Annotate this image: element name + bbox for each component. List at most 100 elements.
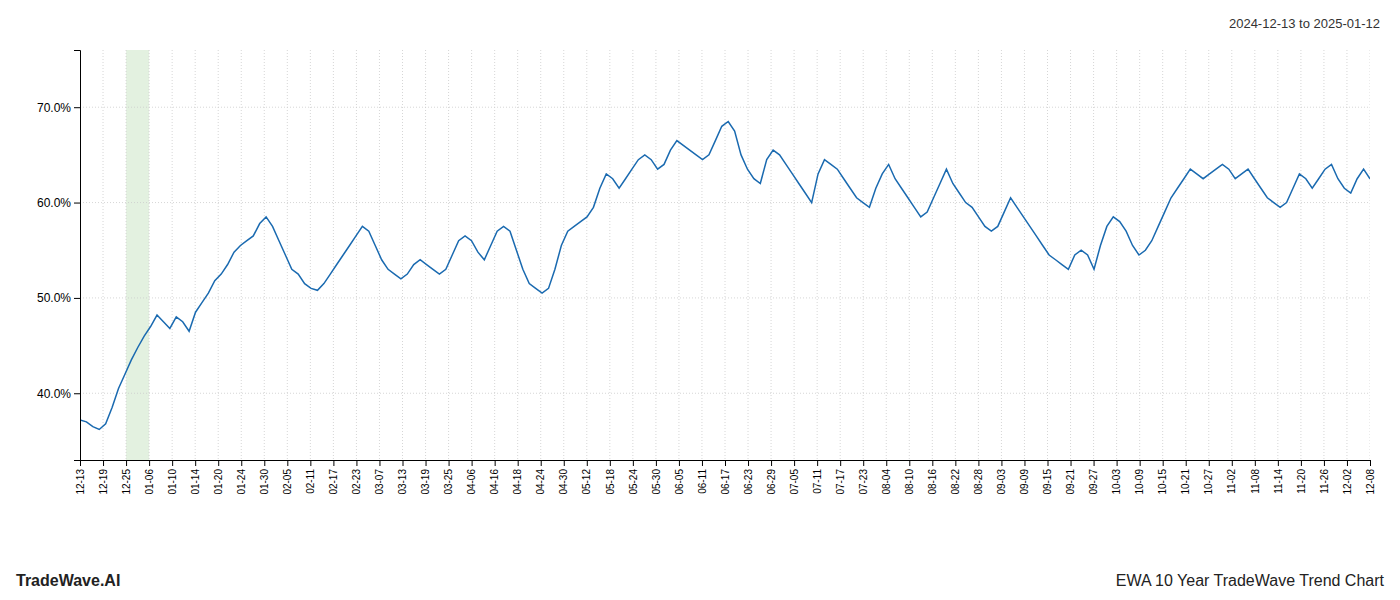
x-tick: 09-21 bbox=[1065, 460, 1076, 495]
x-tick-label: 02-23 bbox=[351, 469, 362, 495]
x-tick-label: 08-04 bbox=[881, 469, 892, 495]
grid-line-x bbox=[1254, 50, 1255, 460]
x-tick-mark bbox=[679, 460, 680, 466]
x-tick: 12-19 bbox=[98, 460, 109, 495]
x-tick: 09-09 bbox=[1019, 460, 1030, 495]
x-tick-label: 08-28 bbox=[973, 469, 984, 495]
grid-line-x bbox=[1162, 50, 1163, 460]
grid-line-x bbox=[448, 50, 449, 460]
x-tick-mark bbox=[264, 460, 265, 466]
x-tick-mark bbox=[195, 460, 196, 466]
x-tick: 07-11 bbox=[812, 460, 823, 494]
y-axis-line bbox=[74, 51, 81, 461]
y-tick: 40.0% bbox=[37, 387, 80, 401]
x-tick: 10-15 bbox=[1157, 460, 1168, 495]
y-tick: 60.0% bbox=[37, 196, 80, 210]
x-tick-mark bbox=[310, 460, 311, 466]
x-tick-mark bbox=[541, 460, 542, 466]
x-tick: 07-17 bbox=[835, 460, 846, 495]
x-tick-mark bbox=[1324, 460, 1325, 466]
x-tick-mark bbox=[794, 460, 795, 466]
x-tick-label: 03-19 bbox=[420, 469, 431, 495]
x-tick-label: 01-30 bbox=[259, 469, 270, 495]
x-tick-label: 10-15 bbox=[1157, 469, 1168, 495]
plot-area: 12-1312-1912-2501-0601-1001-1401-2001-24… bbox=[37, 50, 1376, 495]
grid-line-x bbox=[1001, 50, 1002, 460]
x-tick-mark bbox=[656, 460, 657, 466]
grid-line-x bbox=[1300, 50, 1301, 460]
x-tick-mark bbox=[633, 460, 634, 466]
x-tick-label: 01-06 bbox=[144, 469, 155, 495]
grid-line-x bbox=[1093, 50, 1094, 460]
x-tick-label: 09-09 bbox=[1019, 469, 1030, 495]
x-tick-mark bbox=[1024, 460, 1025, 466]
y-tick-label: 70.0% bbox=[37, 101, 71, 115]
x-tick-label: 09-15 bbox=[1042, 469, 1053, 495]
grid-line-x bbox=[218, 50, 219, 460]
grid-line-x bbox=[655, 50, 656, 460]
y-tick-mark bbox=[74, 107, 80, 108]
shaded-region bbox=[126, 50, 149, 460]
x-tick-label: 12-13 bbox=[75, 469, 86, 495]
x-tick-mark bbox=[1255, 460, 1256, 466]
x-tick-mark bbox=[1071, 460, 1072, 466]
x-tick-label: 07-05 bbox=[789, 469, 800, 495]
marks bbox=[80, 50, 1370, 460]
grid-line-x bbox=[540, 50, 541, 460]
x-tick-mark bbox=[495, 460, 496, 466]
x-tick: 08-16 bbox=[927, 460, 938, 495]
x-tick: 05-24 bbox=[628, 460, 639, 495]
x-tick-label: 12-25 bbox=[121, 469, 132, 495]
x-tick-mark bbox=[426, 460, 427, 466]
grid-line-x bbox=[1231, 50, 1232, 460]
x-tick: 09-03 bbox=[996, 460, 1007, 495]
x-axis-line bbox=[81, 461, 1371, 467]
x-tick-mark bbox=[932, 460, 933, 466]
grid-line-x bbox=[1070, 50, 1071, 460]
x-tick-label: 01-10 bbox=[167, 469, 178, 495]
x-tick-mark bbox=[725, 460, 726, 466]
x-tick-mark bbox=[1048, 460, 1049, 466]
x-tick: 06-29 bbox=[766, 460, 777, 495]
y-tick-label: 50.0% bbox=[37, 291, 71, 305]
grid-line-x bbox=[1370, 50, 1371, 460]
grid-line-x bbox=[701, 50, 702, 460]
x-tick: 02-23 bbox=[351, 460, 362, 495]
x-tick: 01-30 bbox=[259, 460, 270, 495]
x-tick-mark bbox=[1001, 460, 1002, 466]
x-tick-label: 04-18 bbox=[512, 469, 523, 495]
x-tick-label: 04-30 bbox=[558, 469, 569, 495]
x-tick-label: 06-23 bbox=[743, 469, 754, 495]
x-tick: 05-12 bbox=[581, 460, 592, 495]
grid-line-x bbox=[748, 50, 749, 460]
grid-line-x bbox=[1047, 50, 1048, 460]
grid-line-x bbox=[172, 50, 173, 460]
y-axis: 40.0% 50.0% 60.0% 70.0% bbox=[37, 51, 81, 461]
x-tick-label: 08-16 bbox=[927, 469, 938, 495]
title: EWA 10 Year TradeWave Trend Chart bbox=[1116, 572, 1385, 589]
x-tick-label: 08-22 bbox=[950, 469, 961, 495]
x-tick-label: 10-03 bbox=[1111, 469, 1122, 495]
x-tick: 01-10 bbox=[167, 460, 178, 495]
x-tick: 08-04 bbox=[881, 460, 892, 495]
x-tick-label: 12-19 bbox=[98, 469, 109, 495]
grid-line-x bbox=[863, 50, 864, 460]
grid-line-x bbox=[909, 50, 910, 460]
x-tick: 04-24 bbox=[535, 460, 546, 495]
x-tick-mark bbox=[840, 460, 841, 466]
x-tick: 08-28 bbox=[973, 460, 984, 495]
x-tick: 04-18 bbox=[512, 460, 523, 495]
y-tick: 70.0% bbox=[37, 101, 80, 115]
grid-line-x bbox=[402, 50, 403, 460]
x-tick: 10-27 bbox=[1203, 460, 1214, 495]
x-tick-label: 06-29 bbox=[766, 469, 777, 495]
x-tick-mark bbox=[978, 460, 979, 466]
x-tick: 02-05 bbox=[282, 460, 293, 495]
x-tick-label: 10-09 bbox=[1134, 469, 1145, 495]
grid-line-x bbox=[1185, 50, 1186, 460]
grid-line-x bbox=[886, 50, 887, 460]
x-tick: 04-30 bbox=[558, 460, 569, 495]
x-tick: 04-06 bbox=[466, 460, 477, 495]
grid-line-x bbox=[103, 50, 104, 460]
x-tick-mark bbox=[886, 460, 887, 466]
